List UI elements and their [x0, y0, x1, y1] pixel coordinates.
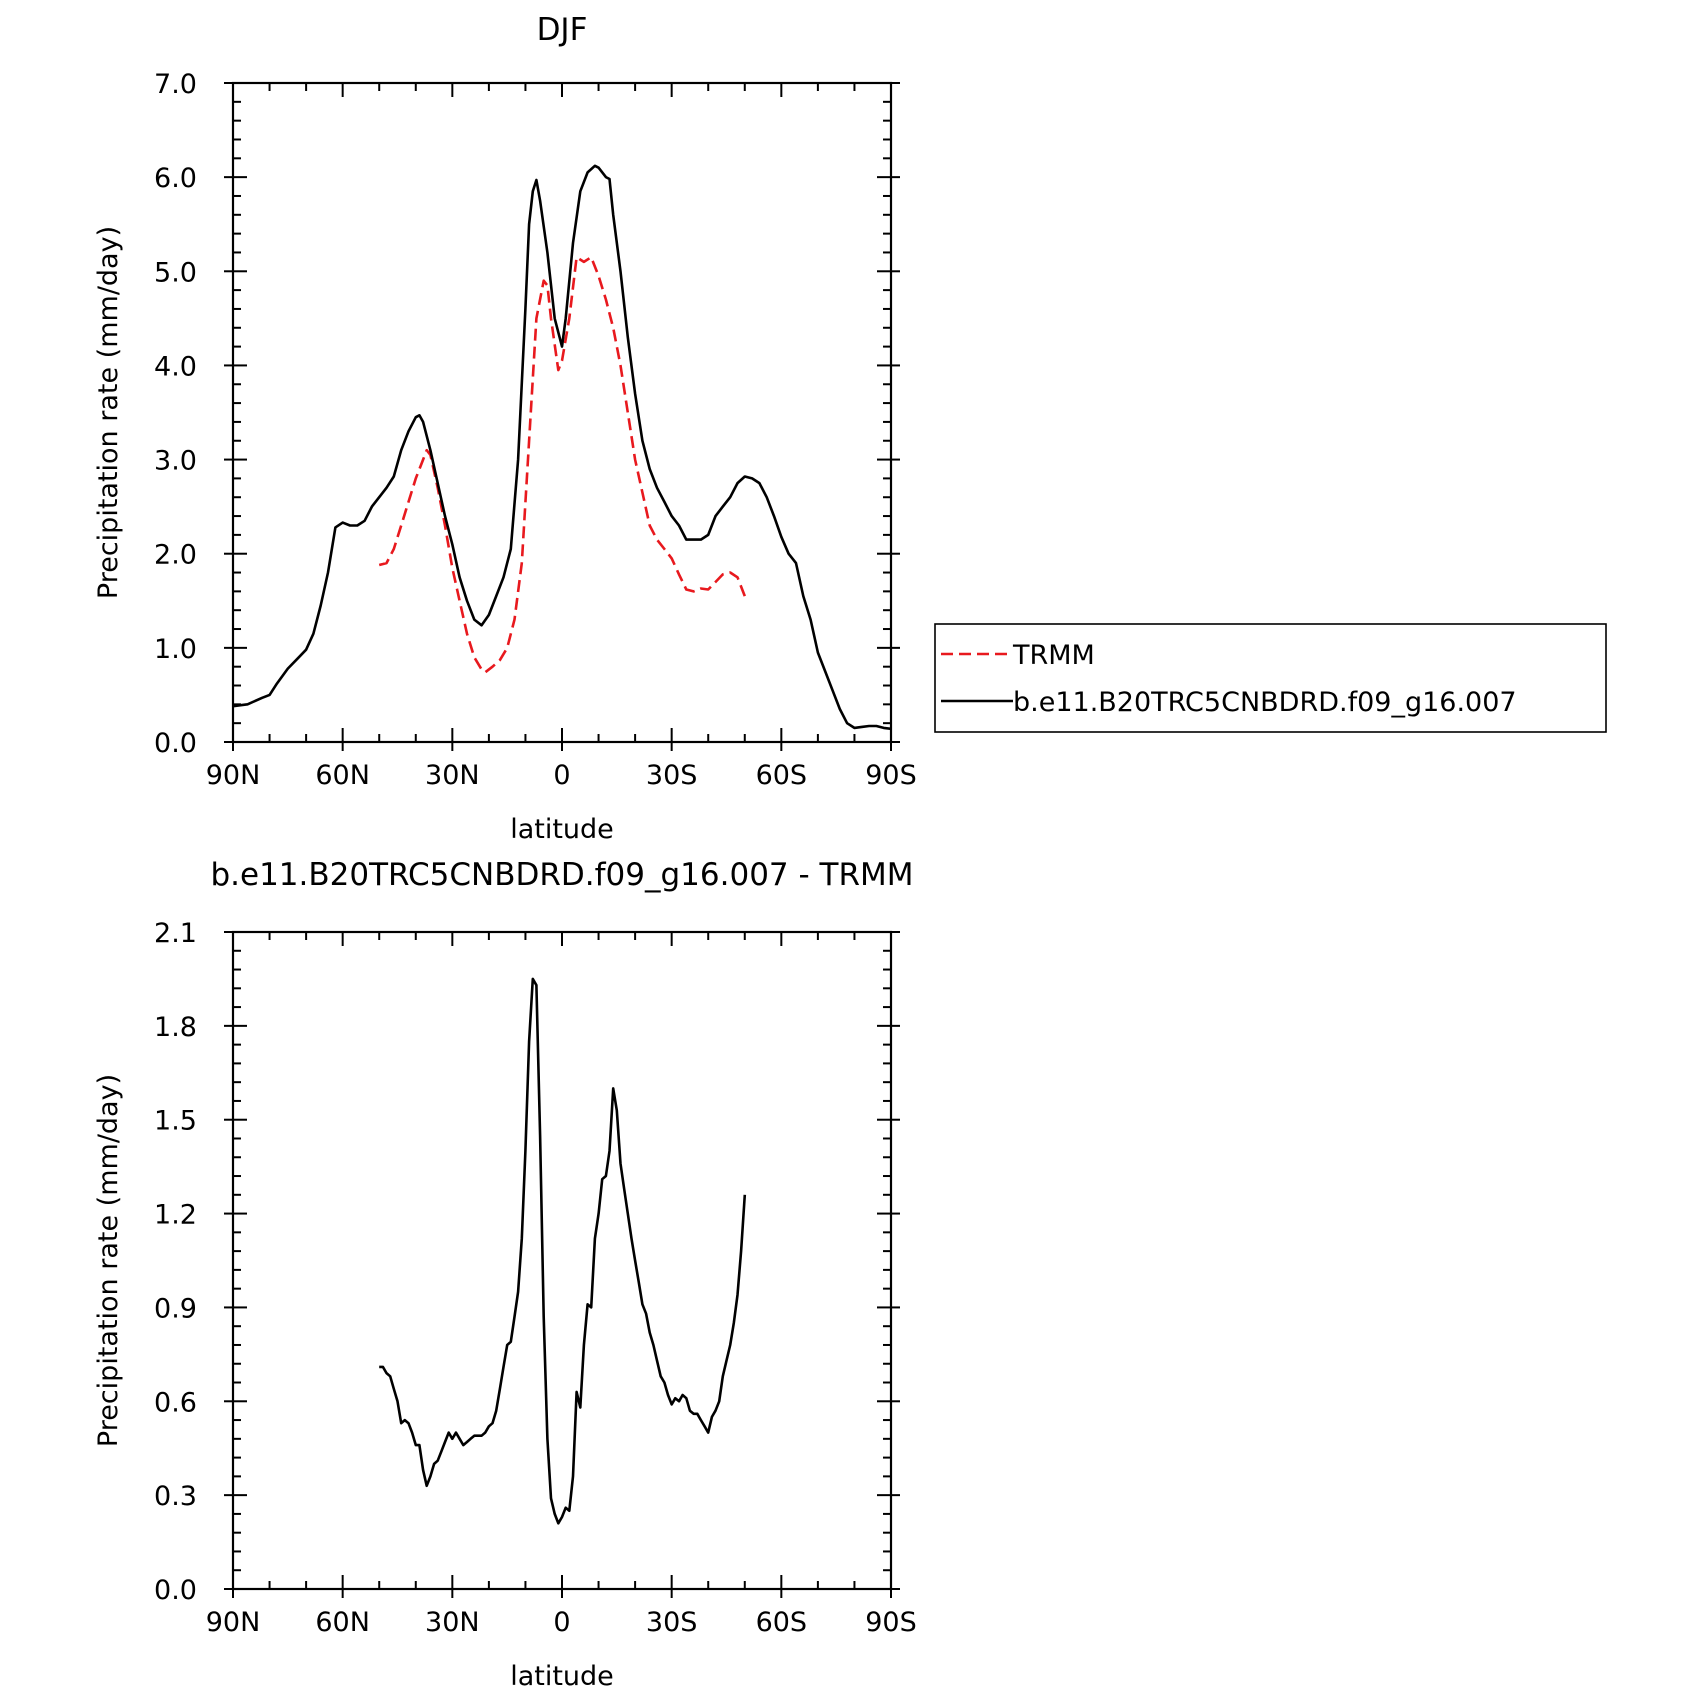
x-tick-label: 0 — [553, 1607, 570, 1638]
top-panel: DJF 90N 60N 30N 0 30S 60S 90S 0.0 1.0 2.0 3.0 4.0 5.0… — [93, 12, 917, 845]
y-tick-label: 2.1 — [154, 918, 197, 949]
series-line-0 — [379, 977, 747, 1525]
y-tick-label: 7.0 — [154, 69, 197, 100]
legend-label-0: TRMM — [1012, 640, 1095, 671]
chart-title: b.e11.B20TRC5CNBDRD.f09_g16.007 - TRMM — [210, 857, 913, 893]
y-tick-label: 2.0 — [154, 540, 197, 571]
plot-frame — [231, 930, 893, 1591]
y-tick-label: 0.0 — [154, 1575, 197, 1606]
series-line-0 — [378, 255, 747, 674]
legend-box — [934, 623, 1607, 733]
x-tick-label: 60S — [756, 760, 808, 791]
x-tick-label: 90N — [206, 760, 261, 791]
chart-title: DJF — [537, 12, 588, 48]
y-tick-label: 1.5 — [154, 1106, 197, 1137]
x-tick-label: 90S — [865, 760, 917, 791]
series-line-1 — [232, 164, 892, 731]
legend-label-1: b.e11.B20TRC5CNBDRD.f09_g16.007 — [1013, 687, 1517, 718]
y-tick-label: 1.2 — [154, 1200, 197, 1231]
y-tick-label: 1.8 — [154, 1012, 197, 1043]
y-tick-label: 3.0 — [154, 446, 197, 477]
x-tick-label: 30S — [646, 1607, 698, 1638]
x-axis-label: latitude — [510, 814, 614, 845]
x-tick-label: 90S — [865, 1607, 917, 1638]
x-tick-label: 30S — [646, 760, 698, 791]
plot-frame — [231, 81, 893, 744]
y-tick-label: 4.0 — [154, 351, 197, 382]
x-tick-label: 30N — [425, 1607, 480, 1638]
y-axis-label: Precipitation rate (mm/day) — [93, 1074, 124, 1447]
x-tick-label: 60S — [756, 1607, 808, 1638]
y-tick-label: 1.0 — [154, 634, 197, 665]
x-tick-label: 90N — [206, 1607, 261, 1638]
bottom-panel: b.e11.B20TRC5CNBDRD.f09_g16.007 - TRMM 90… — [93, 857, 917, 1692]
y-axis-label: Precipitation rate (mm/day) — [93, 226, 124, 599]
x-axis-label: latitude — [510, 1661, 614, 1692]
x-tick-label: 60N — [315, 1607, 370, 1638]
y-tick-label: 0.3 — [154, 1481, 197, 1512]
x-tick-label: 30N — [425, 760, 480, 791]
y-tick-label: 0.0 — [154, 728, 197, 759]
y-tick-label: 0.9 — [154, 1293, 197, 1324]
x-tick-label: 0 — [553, 760, 570, 791]
y-tick-label: 0.6 — [154, 1387, 197, 1418]
legend: TRMM b.e11.B20TRC5CNBDRD.f09_g16.007 — [934, 623, 1607, 733]
y-tick-label: 6.0 — [154, 163, 197, 194]
x-tick-label: 60N — [315, 760, 370, 791]
y-tick-label: 5.0 — [154, 257, 197, 288]
